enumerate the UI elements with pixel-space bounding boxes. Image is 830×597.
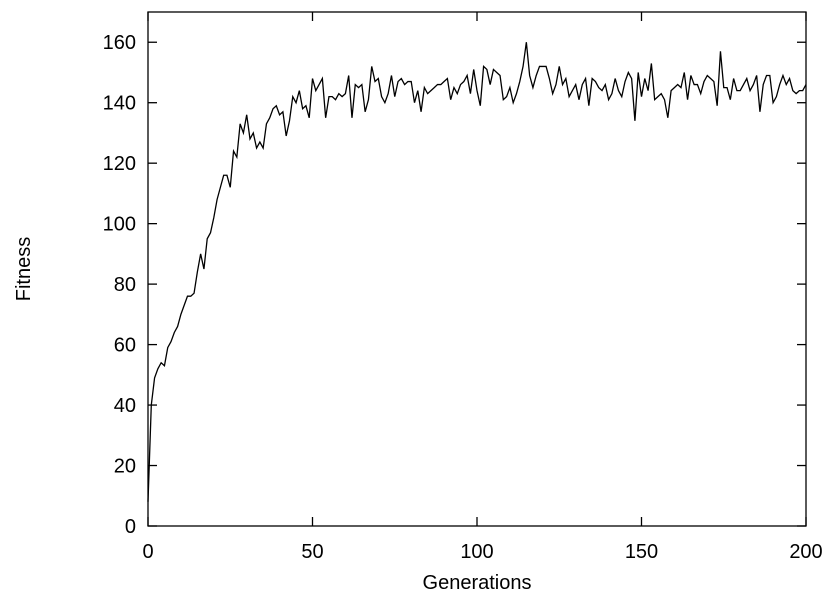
x-tick-label: 50 — [301, 541, 323, 563]
x-axis-ticks: 0 50 100 150 200 — [142, 12, 823, 563]
y-tick-label: 100 — [103, 214, 136, 236]
x-tick-label: 0 — [142, 541, 153, 563]
y-tick-label: 140 — [103, 93, 136, 115]
y-tick-label: 80 — [114, 274, 136, 296]
y-tick-label: 160 — [103, 32, 136, 54]
x-axis-title: Generations — [423, 572, 532, 594]
x-tick-label: 100 — [460, 541, 493, 563]
y-tick-label: 40 — [114, 395, 136, 417]
x-tick-label: 150 — [625, 541, 658, 563]
x-tick-label: 200 — [789, 541, 822, 563]
y-axis-ticks: 0 20 40 60 80 100 120 140 160 — [103, 32, 806, 538]
y-tick-label: 60 — [114, 335, 136, 357]
plot-frame — [147, 11, 807, 527]
y-tick-label: 20 — [114, 456, 136, 478]
y-axis-title: Fitness — [13, 237, 35, 301]
fitness-series-line — [147, 42, 807, 502]
y-tick-label: 120 — [103, 153, 136, 175]
y-tick-label: 0 — [125, 516, 136, 538]
